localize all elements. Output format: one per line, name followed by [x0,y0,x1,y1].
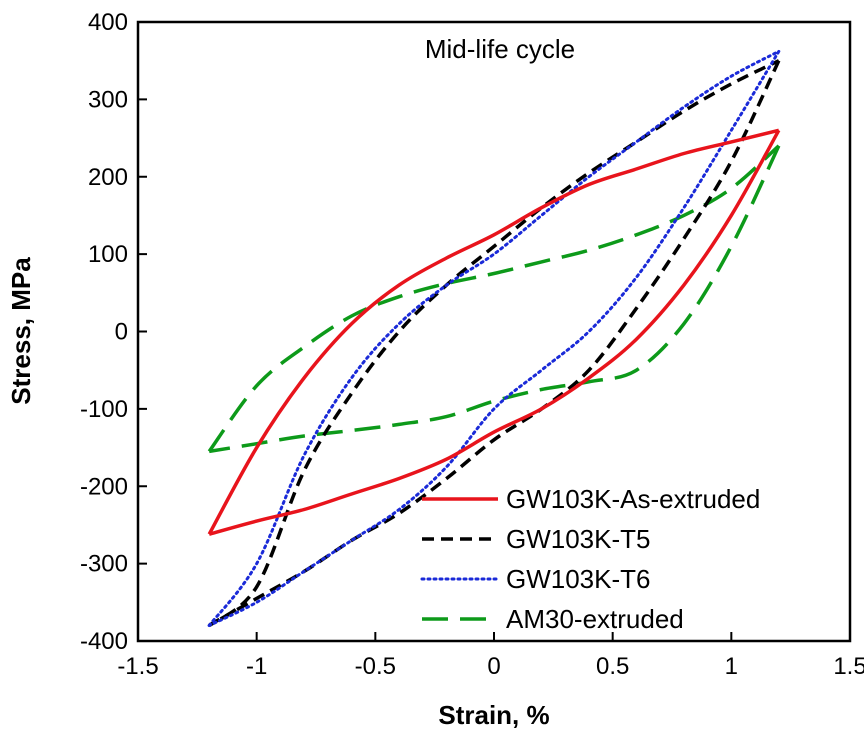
legend: GW103K-As-extruded GW103K-T5 GW103K-T6 AM30… [420,484,760,634]
x-axis-title: Strain, % [438,700,549,730]
series-line-gw103k-as-extruded-loading [207,128,780,536]
y-tick-label: 300 [88,86,128,113]
legend-label-gw103k-t5: GW103K-T5 [506,524,651,554]
y-axis-title: Stress, MPa [6,257,36,405]
ticks-layer: -1.5 -1 -0.5 0 0.5 1 1.5 -400 -300 -200 -100 0 100 20… [80,9,864,680]
y-tick-label: -100 [80,396,128,423]
x-tick-label: 1.5 [833,653,864,680]
y-tick-label: 400 [88,9,128,36]
y-tick-label: -400 [80,628,128,655]
series-line-am30-extruded-loading [207,144,780,453]
x-tick-label: 1 [725,653,738,680]
series-layer [207,49,781,628]
legend-label-am30-extruded: AM30-extruded [506,604,684,634]
annotation-text: Mid-life cycle [425,34,575,64]
legend-label-gw103k-as-extruded: GW103K-As-extruded [506,484,760,514]
series-line-gw103k-as-extruded-unloading [208,129,781,536]
x-tick-label: -0.5 [355,653,396,680]
x-tick-label: 0.5 [596,653,629,680]
x-tick-label: -1 [246,653,267,680]
series-line-gw103k-t5-loading [208,59,780,627]
y-tick-label: -200 [80,473,128,500]
y-tick-label: 200 [88,164,128,191]
plot-frame [136,20,852,643]
series-line-gw103k-t5-unloading [208,59,781,628]
series-line-gw103k-t6-unloading [207,49,781,627]
legend-label-gw103k-t6: GW103K-T6 [506,564,651,594]
x-tick-label: -1.5 [117,653,158,680]
y-tick-label: 100 [88,241,128,268]
y-tick-label: 0 [115,319,128,346]
x-tick-label: 0 [487,653,500,680]
y-tick-label: -300 [80,551,128,578]
series-line-gw103k-t6-loading [207,49,781,627]
